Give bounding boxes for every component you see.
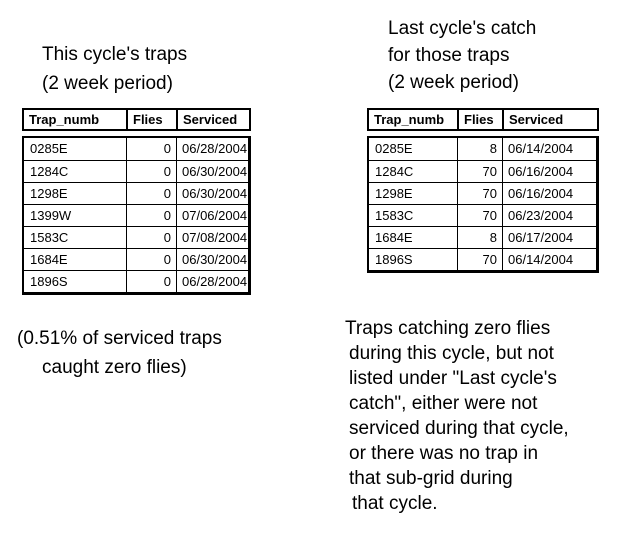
flies-cell: 0 [126,205,176,226]
flies-cell: 8 [457,227,502,248]
trap-number-cell: 0285E [375,141,413,156]
trap-number-cell: 1284C [375,164,414,179]
serviced-cell: 06/23/2004 [502,205,596,226]
table-body: 0285E 0 06/28/2004 1284C 0 06/30/2004 12… [22,136,251,295]
flies-cell: 70 [457,183,502,204]
flies-cell: 0 [126,271,176,292]
serviced-cell: 06/14/2004 [502,138,596,160]
table-row: 1896S 70 06/14/2004 [369,248,596,270]
note-line: caught zero flies) [42,357,187,378]
table-row: 1583C 70 06/23/2004 [369,204,596,226]
flies-cell: 0 [126,249,176,270]
title-line: (2 week period) [42,73,173,94]
header-trap-number: Trap_numb [29,112,100,127]
title-line: for those traps [388,45,510,66]
note-line: or there was no trap in [349,443,539,464]
note-line: that sub-grid during [349,468,513,489]
table-row: 0285E 0 06/28/2004 [24,138,248,160]
note-line: during this cycle, but not [349,343,554,364]
serviced-cell: 06/17/2004 [502,227,596,248]
header-trap-number: Trap_numb [374,112,445,127]
table-row: 1896S 0 06/28/2004 [24,270,248,292]
header-serviced: Serviced [176,110,249,129]
table-row: 0285E 8 06/14/2004 [369,138,596,160]
trap-number-cell: 1896S [375,252,413,267]
last-cycle-title: Last cycle's catch for those traps (2 we… [388,15,536,96]
flies-cell: 8 [457,138,502,160]
table-header-row: Trap_numb Flies Serviced [22,108,251,131]
note-line: (0.51% of serviced traps [17,328,222,349]
serviced-cell: 06/14/2004 [502,249,596,270]
table-row: 1684E 8 06/17/2004 [369,226,596,248]
table-row: 1298E 70 06/16/2004 [369,182,596,204]
serviced-cell: 06/16/2004 [502,183,596,204]
trap-number-cell: 1684E [375,230,413,245]
zero-flies-percentage-note: (0.51% of serviced traps caught zero fli… [17,324,222,382]
serviced-cell: 07/08/2004 [176,227,248,248]
table-row: 1399W 0 07/06/2004 [24,204,248,226]
trap-number-cell: 1298E [375,186,413,201]
table-row: 1284C 0 06/30/2004 [24,160,248,182]
trap-number-cell: 1284C [30,164,69,179]
note-line: listed under "Last cycle's [349,368,557,389]
note-line: that cycle. [352,493,438,514]
this-cycle-title: This cycle's traps (2 week period) [42,40,187,98]
serviced-cell: 06/28/2004 [176,271,248,292]
trap-number-cell: 0285E [30,141,68,156]
trap-number-cell: 1684E [30,252,68,267]
title-line: (2 week period) [388,72,519,93]
trap-number-cell: 1583C [375,208,414,223]
flies-cell: 70 [457,161,502,182]
serviced-cell: 06/30/2004 [176,183,248,204]
serviced-cell: 06/28/2004 [176,138,248,160]
flies-cell: 0 [126,183,176,204]
title-line: This cycle's traps [42,44,188,65]
note-line: catch", either were not [349,393,538,414]
flies-cell: 70 [457,205,502,226]
header-flies: Flies [457,110,502,129]
header-serviced: Serviced [502,110,597,129]
trap-number-cell: 1298E [30,186,68,201]
table-body: 0285E 8 06/14/2004 1284C 70 06/16/2004 1… [367,136,599,273]
flies-cell: 0 [126,227,176,248]
trap-number-cell: 1399W [30,208,72,223]
title-line: Last cycle's catch [388,18,537,39]
flies-cell: 0 [126,161,176,182]
trap-number-cell: 1583C [30,230,69,245]
table-row: 1583C 0 07/08/2004 [24,226,248,248]
table-row: 1284C 70 06/16/2004 [369,160,596,182]
flies-cell: 70 [457,249,502,270]
note-line: serviced during that cycle, [349,418,569,439]
header-flies: Flies [126,110,176,129]
unlisted-traps-explanation-note: Traps catching zero flies during this cy… [345,316,569,516]
serviced-cell: 06/16/2004 [502,161,596,182]
flies-cell: 0 [126,138,176,160]
serviced-cell: 06/30/2004 [176,161,248,182]
this-cycle-traps-table: Trap_numb Flies Serviced 0285E 0 06/28/2… [22,108,251,295]
table-row: 1298E 0 06/30/2004 [24,182,248,204]
note-line: Traps catching zero flies [345,318,551,339]
table-row: 1684E 0 06/30/2004 [24,248,248,270]
serviced-cell: 07/06/2004 [176,205,248,226]
table-header-row: Trap_numb Flies Serviced [367,108,599,131]
last-cycle-catch-table: Trap_numb Flies Serviced 0285E 8 06/14/2… [367,108,599,273]
trap-number-cell: 1896S [30,274,68,289]
serviced-cell: 06/30/2004 [176,249,248,270]
